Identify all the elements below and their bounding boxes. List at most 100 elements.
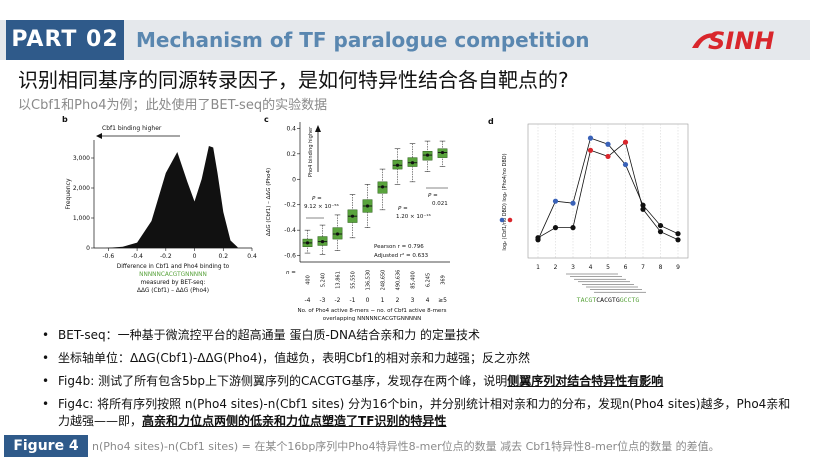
figure-d-xtick-label: 6: [624, 264, 628, 271]
figure-b-ytick-label: 3,000: [73, 155, 90, 162]
figure-d-xtick-label: 4: [589, 264, 593, 271]
figure-b-xlabel-line: ΔΔG (Cbf1) – ΔΔG (Pho4): [137, 288, 209, 294]
figure-c-count-label: 5,240: [321, 273, 327, 287]
figure-d-sequence: TACGTCACGTGGCCTG: [577, 296, 640, 304]
figure-c-xtick-label: 4: [426, 297, 430, 304]
figure-c-box: [317, 224, 328, 255]
section-title: Mechanism of TF paralogue competition: [136, 28, 590, 52]
logo-text: SINH: [708, 27, 774, 55]
figure-d-panel-label: d: [488, 117, 494, 126]
figure-d-point: [622, 161, 629, 168]
figure-b: b Cbf1 binding higher Frequency 0 1,000 2,…: [62, 115, 257, 294]
figure-d-point: [675, 231, 681, 237]
figure-d-xtick-label: 8: [659, 264, 663, 271]
figure-d-point: [570, 200, 576, 206]
figure-b-histogram: [105, 146, 238, 248]
bullet-dot-icon: •: [42, 374, 50, 388]
figure-c-arrow-icon: [315, 125, 321, 172]
figure-c-box: [332, 214, 343, 251]
bullet-emphasis: 侧翼序列对结合特异性有影响: [507, 374, 664, 388]
figure-d-sequence-bracket-icon: [566, 273, 646, 293]
figure-c-stat3-value: 1.20 × 10⁻¹⁶: [396, 213, 431, 220]
figure-c-box: [392, 148, 403, 185]
figure-b-xtick-label: -0.4: [131, 253, 143, 260]
figure-d-point: [622, 139, 629, 145]
figure-c-count-label: 136,530: [366, 270, 372, 291]
figure-d-point: [657, 229, 664, 235]
figure-c-pearson: Pearson r = 0.796: [374, 244, 424, 250]
figure-d-point: [587, 147, 594, 153]
figure-d-legend-red: [507, 217, 513, 223]
figure-d-point: [640, 202, 646, 208]
figure-c-arrow-label: Pho4 binding higher: [308, 126, 314, 177]
figure-c-box: [347, 194, 358, 239]
figure-c-xtick-label: 1: [381, 297, 385, 304]
bullet-list: • BET-seq：一种基于微流控平台的超高通量 蛋白质-DNA结合亲和力 的定…: [38, 327, 798, 436]
figure-b-arrow-icon: [96, 133, 180, 139]
figure-c-ytick-label: -0.2: [284, 202, 296, 209]
figure-c-count-label: 13,861: [336, 271, 342, 289]
figure-b-ytick-label: 0: [86, 245, 90, 252]
figure-b-xtick-label: -0.2: [160, 253, 172, 260]
figure-c-xtick-label: ≥5: [438, 297, 447, 304]
figure-c-box: [407, 143, 418, 183]
figure-c-count-label: 85,400: [411, 271, 417, 289]
figure-b-xlabel-line: Difference in Cbf1 and Pho4 binding to: [117, 264, 230, 270]
figure-c-ytick-label: 0.2: [286, 151, 296, 158]
figure-b-ylabel: Frequency: [65, 178, 72, 209]
figure-b-panel-label: b: [62, 115, 68, 124]
figure-d-point: [675, 237, 681, 243]
figure-d-xtick-label: 2: [554, 264, 558, 271]
figure-c-count-label: 55,550: [351, 271, 357, 289]
figure-d-point: [657, 222, 664, 229]
figure-c-ylabel: ΔΔG (Cbf1) – ΔΔG (Pho4): [266, 168, 272, 236]
figure-d-point: [535, 235, 541, 241]
figure-c: c ΔΔG (Cbf1) – ΔΔG (Pho4) Pho4 binding h…: [264, 115, 450, 322]
bullet-text: BET-seq：一种基于微流控平台的超高通量 蛋白质-DNA结合亲和力 的定量技…: [58, 328, 481, 342]
figure-c-xtick-label: -1: [350, 297, 356, 304]
figure-b-xlabel-line: NNNNNCACGTGNNNNN: [139, 272, 207, 278]
figure-c-box: [302, 229, 313, 254]
bullet-item: • Fig4c: 将所有序列按照 n(Pho4 sites)-n(Cbf1 si…: [38, 396, 798, 430]
logo-swoosh-icon: [692, 33, 718, 48]
bullet-dot-icon: •: [42, 328, 50, 342]
figure-c-xtick-label: 2: [396, 297, 400, 304]
figure-label: Figure 4: [4, 435, 88, 457]
header-strip: [0, 20, 810, 60]
bullet-dot-icon: •: [42, 397, 50, 411]
figure-d-point: [605, 141, 611, 147]
figure-c-panel-label: c: [264, 115, 269, 124]
part-label: PART 02: [6, 20, 124, 60]
bullet-dot-icon: •: [42, 351, 50, 365]
bullet-text: 坐标轴单位：ΔΔG(Cbf1)-ΔΔG(Pho4)，值越负，表明Cbf1的相对亲…: [58, 351, 531, 365]
figure-c-n-label: n =: [286, 270, 296, 276]
figure-c-ytick-label: 0: [292, 176, 296, 183]
bullet-item: • 坐标轴单位：ΔΔG(Cbf1)-ΔΔG(Pho4)，值越负，表明Cbf1的相…: [38, 350, 798, 367]
figure-b-ytick-label: 1,000: [73, 215, 90, 222]
figure-c-adjusted: Adjusted r² = 0.633: [374, 252, 429, 259]
slide-header: PART 02 Mechanism of TF paralogue compet…: [0, 20, 820, 60]
figure-c-stat2-value: 0.021: [432, 201, 448, 207]
figure-c-xlabel-line: overlapping NNNNNCACGTGNNNNN: [323, 316, 422, 322]
slide-subtitle: 以Cbf1和Pho4为例；此处使用了BET-seq的实验数据: [18, 98, 328, 113]
sinh-logo: SINH: [692, 27, 774, 55]
figure-c-stat1: P =: [312, 196, 322, 202]
figure-d-xtick-label: 3: [571, 264, 575, 271]
figure-d-xtick-label: 7: [641, 264, 645, 271]
figure-d-series-line: [537, 137, 679, 240]
figure-b-arrow-label: Cbf1 binding higher: [102, 125, 162, 132]
figure-b-xtick-label: -0.6: [103, 253, 115, 260]
figure-c-xtick-label: -4: [305, 297, 311, 304]
figure-b-xlabel-line: measured by BET-seq:: [141, 280, 206, 286]
figure-d-ylabel: log₂ (Cbf1/no DBD) log₂ (Pho4/no DBD): [502, 153, 508, 250]
figure-c-count-label: 490,636: [396, 270, 402, 291]
figure-d: d log₂ (Cbf1/no DBD) log₂ (Pho4/no DBD) …: [488, 117, 689, 304]
figure-b-xtick-label: 0: [193, 253, 197, 260]
footnote: n(Pho4 sites)-n(Cbf1 sites) = 在某个16bp序列中…: [92, 440, 720, 453]
slide-title: 识别相同基序的同源转录因子，是如何特异性结合各自靶点的?: [18, 68, 569, 92]
figure-c-count-label: 248,650: [381, 270, 387, 291]
figure-d-point: [552, 198, 559, 204]
figure-c-box: [377, 168, 388, 211]
bullet-text: Fig4b: 测试了所有包含5bp上下游侧翼序列的CACGTG基序，发现存在两个…: [58, 374, 508, 388]
